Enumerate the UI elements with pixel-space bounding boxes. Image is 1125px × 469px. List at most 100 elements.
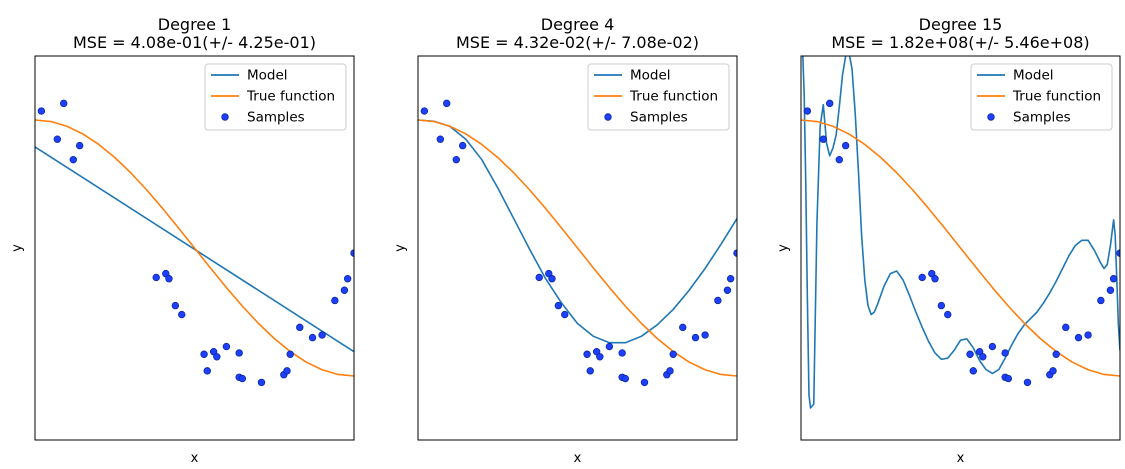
chart-3-legend-model-label: Model [1013, 68, 1054, 84]
chart-2-sample-point [548, 275, 556, 283]
chart-1-sample-point [178, 310, 186, 319]
chart-3-legend-samples-swatch [987, 113, 995, 121]
chart-3-sample-point [803, 107, 812, 115]
chart-1-sample-point [37, 107, 46, 115]
chart-2-sample-point [669, 350, 677, 358]
chart-1-axes-frame [34, 55, 355, 441]
chart-2-sample-point [596, 353, 604, 361]
chart-1-sample-point [171, 301, 180, 310]
chart-3-sample-point [841, 141, 850, 150]
chart-1-sample-point [283, 367, 291, 375]
chart-2-model-line [418, 119, 737, 344]
chart-2-sample-point [679, 323, 687, 332]
chart-3-sample-point [1097, 296, 1105, 305]
chart-1-sample-point [350, 249, 354, 257]
chart-3-legend-true-function-label: True function [1012, 89, 1101, 105]
chart-2-xlabel: x [574, 451, 582, 466]
chart-1-sample-point [343, 275, 352, 283]
chart-2-sample-point [561, 310, 569, 319]
chart-2-sample-point [458, 141, 467, 150]
chart-1-sample-point [222, 342, 231, 351]
chart-2-sample-point [723, 286, 732, 294]
chart-1-sample-point [318, 331, 326, 339]
chart-2-legend-samples-label: Samples [630, 110, 688, 126]
chart-3-sample-point [931, 275, 939, 283]
chart-3-legend: Model True function Samples [970, 63, 1113, 131]
chart-1-sample-point [257, 378, 266, 387]
chart-3-sample-point [819, 135, 828, 143]
chart-2-title: Degree 4 [541, 15, 615, 34]
chart-3-sample-point [1106, 286, 1115, 294]
chart-3-sample-point [1001, 349, 1009, 357]
chart-3-sample-point [1023, 378, 1032, 387]
chart-2-sample-point [618, 349, 626, 357]
chart-3-legend-samples-label: Samples [1013, 110, 1071, 126]
chart-3-true-function-line [801, 119, 1120, 377]
chart-1-sample-point [331, 296, 339, 305]
chart-1-legend-true-function-label: True function [246, 89, 335, 105]
chart-3-sample-point [979, 353, 987, 361]
chart-1-sample-point [296, 323, 304, 332]
chart-3-legend-box [970, 63, 1113, 131]
chart-2-sample-point [586, 367, 594, 375]
chart-3-sample-point [1084, 331, 1092, 339]
chart-1-true-function-line [35, 119, 354, 377]
chart-3-subtitle: MSE = 1.82e+08(+/- 5.46e+08) [831, 33, 1089, 52]
chart-2-true-function-line [418, 119, 737, 377]
chart-2-sample-point [691, 333, 700, 342]
chart-2-sample-point [443, 99, 451, 108]
chart-3-sample-point [1109, 275, 1118, 283]
chart-1-subtitle: MSE = 4.08e-01(+/- 4.25e-01) [73, 33, 316, 52]
chart-1-sample-point [200, 350, 208, 358]
chart-2-sample-point [621, 374, 630, 383]
chart-2-sample-point [554, 301, 563, 310]
chart-3-sample-point [835, 155, 843, 164]
chart-2-sample-point [640, 378, 649, 387]
chart-1-sample-point [340, 286, 349, 294]
chart-1-sample-point [75, 141, 84, 150]
chart-2-sample-point [605, 342, 614, 351]
chart-1-plot-area [35, 99, 354, 387]
chart-3-sample-point [988, 342, 997, 351]
chart-1-legend-samples-label: Samples [247, 110, 305, 126]
chart-3-sample-point [937, 301, 946, 310]
chart-2-legend-model-label: Model [630, 68, 671, 84]
chart-2-sample-point [714, 296, 722, 305]
chart-2-legend-samples-swatch [604, 113, 612, 121]
chart-1-legend-samples-swatch [221, 113, 229, 121]
chart-3-sample-point [966, 350, 974, 358]
chart-2-ylabel: y [393, 244, 408, 252]
chart-3-sample-point [944, 310, 952, 319]
chart-3-sample-point [918, 273, 926, 282]
chart-3-model-line [802, 56, 1120, 409]
chart-1-sample-point [286, 350, 294, 358]
chart-1-sample-point [53, 135, 62, 143]
chart-2-sample-point [436, 135, 445, 143]
chart-1-title: Degree 1 [158, 15, 232, 34]
chart-1-sample-point [213, 353, 221, 361]
chart-2-legend-true-function-label: True function [629, 89, 718, 105]
chart-1-sample-point [235, 349, 243, 357]
chart-3-sample-point [1049, 367, 1057, 375]
chart-1-ylabel: y [10, 244, 25, 252]
chart-2-sample-point [701, 331, 709, 339]
chart-2-sample-point [666, 367, 674, 375]
chart-3-sample-point [1074, 333, 1083, 342]
chart-2-sample-point [420, 107, 429, 115]
chart-1-sample-point [152, 273, 160, 282]
chart-3-xlabel: x [957, 451, 965, 466]
chart-1-sample-point [308, 333, 317, 342]
chart-3-sample-point [826, 99, 834, 108]
chart-2-axes-frame [417, 55, 738, 441]
chart-1-sample-point [238, 374, 247, 383]
chart-3-plot-area [801, 56, 1120, 409]
chart-1-sample-point [165, 275, 173, 283]
chart-3-sample-point [1004, 374, 1013, 383]
chart-2-legend-box [587, 63, 730, 131]
chart-2-subtitle: MSE = 4.32e-02(+/- 7.08e-02) [456, 33, 699, 52]
chart-3-sample-point [1052, 350, 1060, 358]
